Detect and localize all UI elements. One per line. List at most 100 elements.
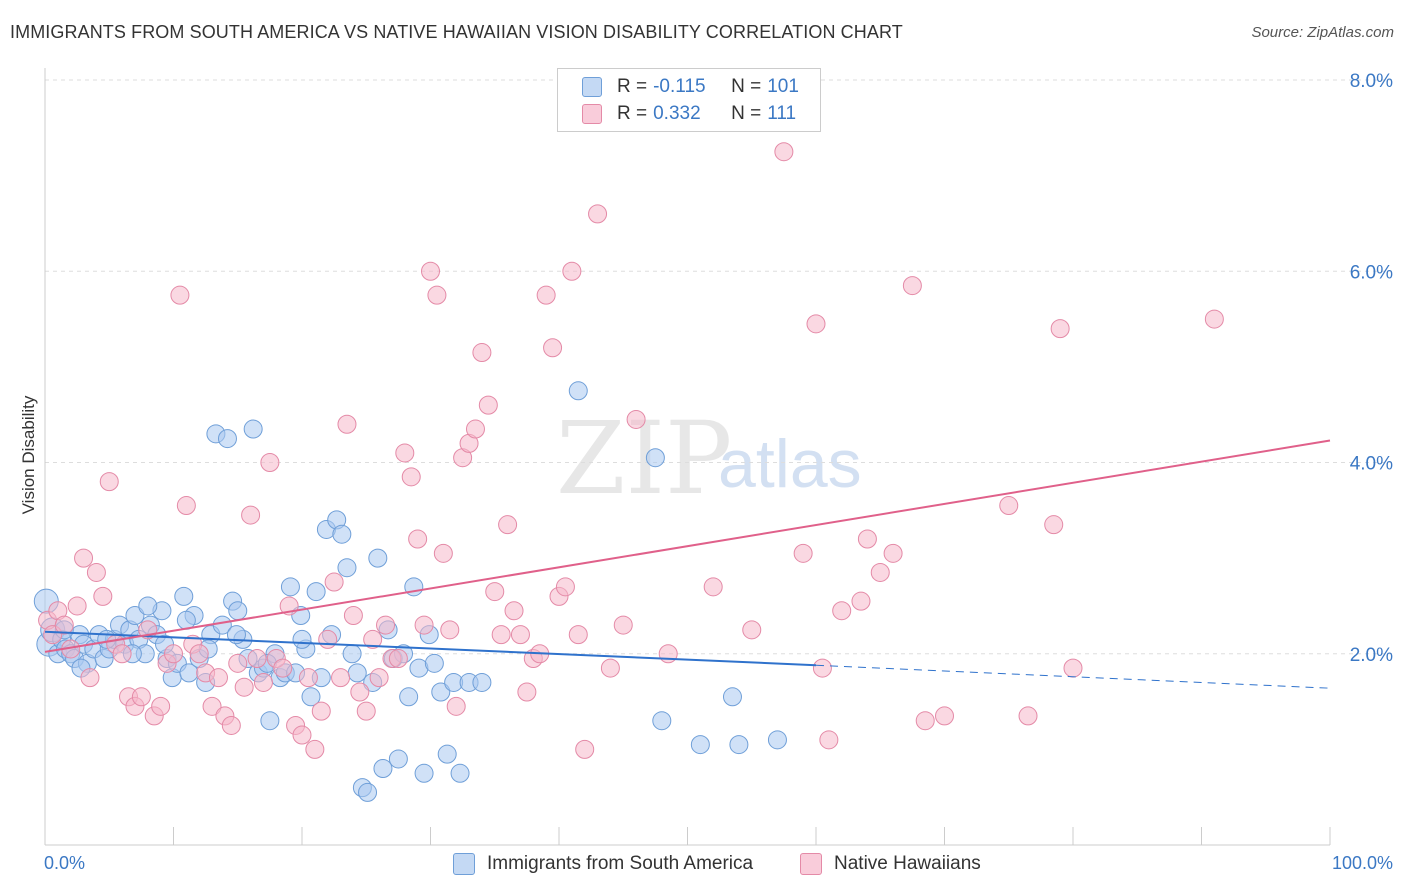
data-point bbox=[373, 759, 393, 778]
legend-row-blue: R = -0.115 N = 101 bbox=[582, 75, 799, 99]
data-point bbox=[543, 338, 563, 358]
data-point bbox=[125, 606, 145, 625]
data-point bbox=[301, 687, 321, 707]
data-point bbox=[472, 672, 492, 692]
data-point bbox=[722, 687, 742, 707]
series-native-hawaiians bbox=[38, 142, 1224, 759]
bottom-legend-pink: Native Hawaiians bbox=[800, 851, 981, 877]
data-point bbox=[742, 620, 762, 640]
trend-line-blue bbox=[44, 630, 817, 667]
data-point bbox=[67, 596, 87, 616]
data-point bbox=[388, 649, 408, 669]
x-tick-label: 0.0% bbox=[44, 853, 85, 873]
y-tick-label: 2.0% bbox=[1350, 645, 1393, 666]
data-point bbox=[555, 577, 575, 597]
data-point bbox=[80, 668, 100, 688]
legend-swatch-blue bbox=[582, 77, 602, 97]
data-point bbox=[812, 658, 832, 678]
legend-r-label: R = bbox=[617, 76, 648, 97]
data-point bbox=[234, 677, 254, 697]
source-credit: Source: ZipAtlas.com bbox=[1251, 24, 1394, 41]
trend-line-pink bbox=[44, 439, 1331, 653]
data-point bbox=[350, 682, 370, 702]
data-point bbox=[202, 696, 222, 716]
legend-row-pink: R = 0.332 N = 111 bbox=[582, 102, 796, 126]
data-point bbox=[431, 682, 451, 702]
data-point bbox=[626, 409, 646, 429]
data-point bbox=[433, 543, 453, 563]
data-point bbox=[851, 591, 871, 611]
data-point bbox=[915, 711, 935, 731]
data-point bbox=[305, 739, 325, 759]
data-point bbox=[575, 739, 595, 759]
data-point bbox=[273, 658, 293, 678]
data-point bbox=[363, 629, 383, 649]
data-point bbox=[832, 601, 852, 621]
data-point bbox=[217, 429, 237, 449]
legend-box: R = -0.115 N = 101 R = 0.332 N = 111 bbox=[557, 68, 821, 132]
data-point bbox=[703, 577, 723, 597]
data-point bbox=[421, 261, 440, 281]
data-point bbox=[86, 562, 106, 582]
data-point bbox=[311, 701, 331, 721]
axes bbox=[44, 68, 1331, 846]
watermark-atlas: atlas bbox=[718, 426, 862, 502]
data-point bbox=[332, 524, 352, 544]
data-point bbox=[568, 381, 588, 401]
data-point bbox=[774, 142, 794, 162]
data-point bbox=[337, 558, 357, 578]
bottom-legend-swatch-pink bbox=[800, 853, 822, 875]
data-point bbox=[342, 644, 362, 664]
data-point bbox=[298, 668, 318, 688]
data-point bbox=[613, 615, 633, 635]
data-point bbox=[446, 696, 466, 716]
data-point bbox=[1018, 706, 1038, 726]
data-point bbox=[112, 644, 132, 664]
legend-swatch-pink bbox=[582, 104, 602, 124]
data-point bbox=[241, 505, 261, 525]
data-point bbox=[1050, 319, 1070, 339]
data-point bbox=[883, 543, 903, 563]
trend-line-blue-projection bbox=[815, 664, 1331, 689]
data-point bbox=[189, 644, 209, 664]
data-point bbox=[280, 577, 300, 597]
data-point bbox=[902, 276, 922, 296]
legend-n-value: 111 bbox=[767, 103, 797, 124]
y-tick-label: 4.0% bbox=[1350, 454, 1393, 475]
data-point bbox=[478, 395, 498, 415]
data-point bbox=[450, 763, 470, 783]
data-point bbox=[399, 687, 419, 707]
data-point bbox=[318, 629, 338, 649]
gridlines bbox=[45, 79, 1392, 655]
data-point bbox=[652, 711, 672, 731]
data-point bbox=[510, 625, 530, 645]
data-point bbox=[164, 644, 183, 664]
data-point bbox=[600, 658, 620, 678]
y-tick-label: 6.0% bbox=[1350, 262, 1393, 283]
data-point bbox=[395, 443, 415, 463]
data-point bbox=[74, 548, 94, 568]
data-point bbox=[465, 419, 485, 439]
data-point bbox=[504, 601, 524, 621]
legend-r-label: R = bbox=[617, 103, 648, 124]
legend-r-value: -0.115 bbox=[653, 76, 706, 97]
data-point bbox=[93, 586, 113, 606]
data-point bbox=[767, 730, 787, 750]
data-point bbox=[376, 615, 396, 635]
data-point bbox=[260, 711, 280, 731]
data-point bbox=[517, 682, 537, 702]
data-point bbox=[331, 668, 351, 688]
data-point bbox=[485, 582, 505, 602]
data-point bbox=[870, 562, 890, 582]
data-point bbox=[170, 285, 190, 305]
data-point bbox=[176, 496, 196, 516]
data-point bbox=[1044, 515, 1064, 535]
data-point bbox=[1063, 658, 1083, 678]
data-point bbox=[645, 448, 665, 468]
data-point bbox=[437, 744, 457, 764]
data-point bbox=[337, 414, 357, 434]
legend-n-label: N = bbox=[731, 103, 762, 124]
bottom-legend-swatch-blue bbox=[453, 853, 475, 875]
data-point bbox=[999, 496, 1019, 516]
